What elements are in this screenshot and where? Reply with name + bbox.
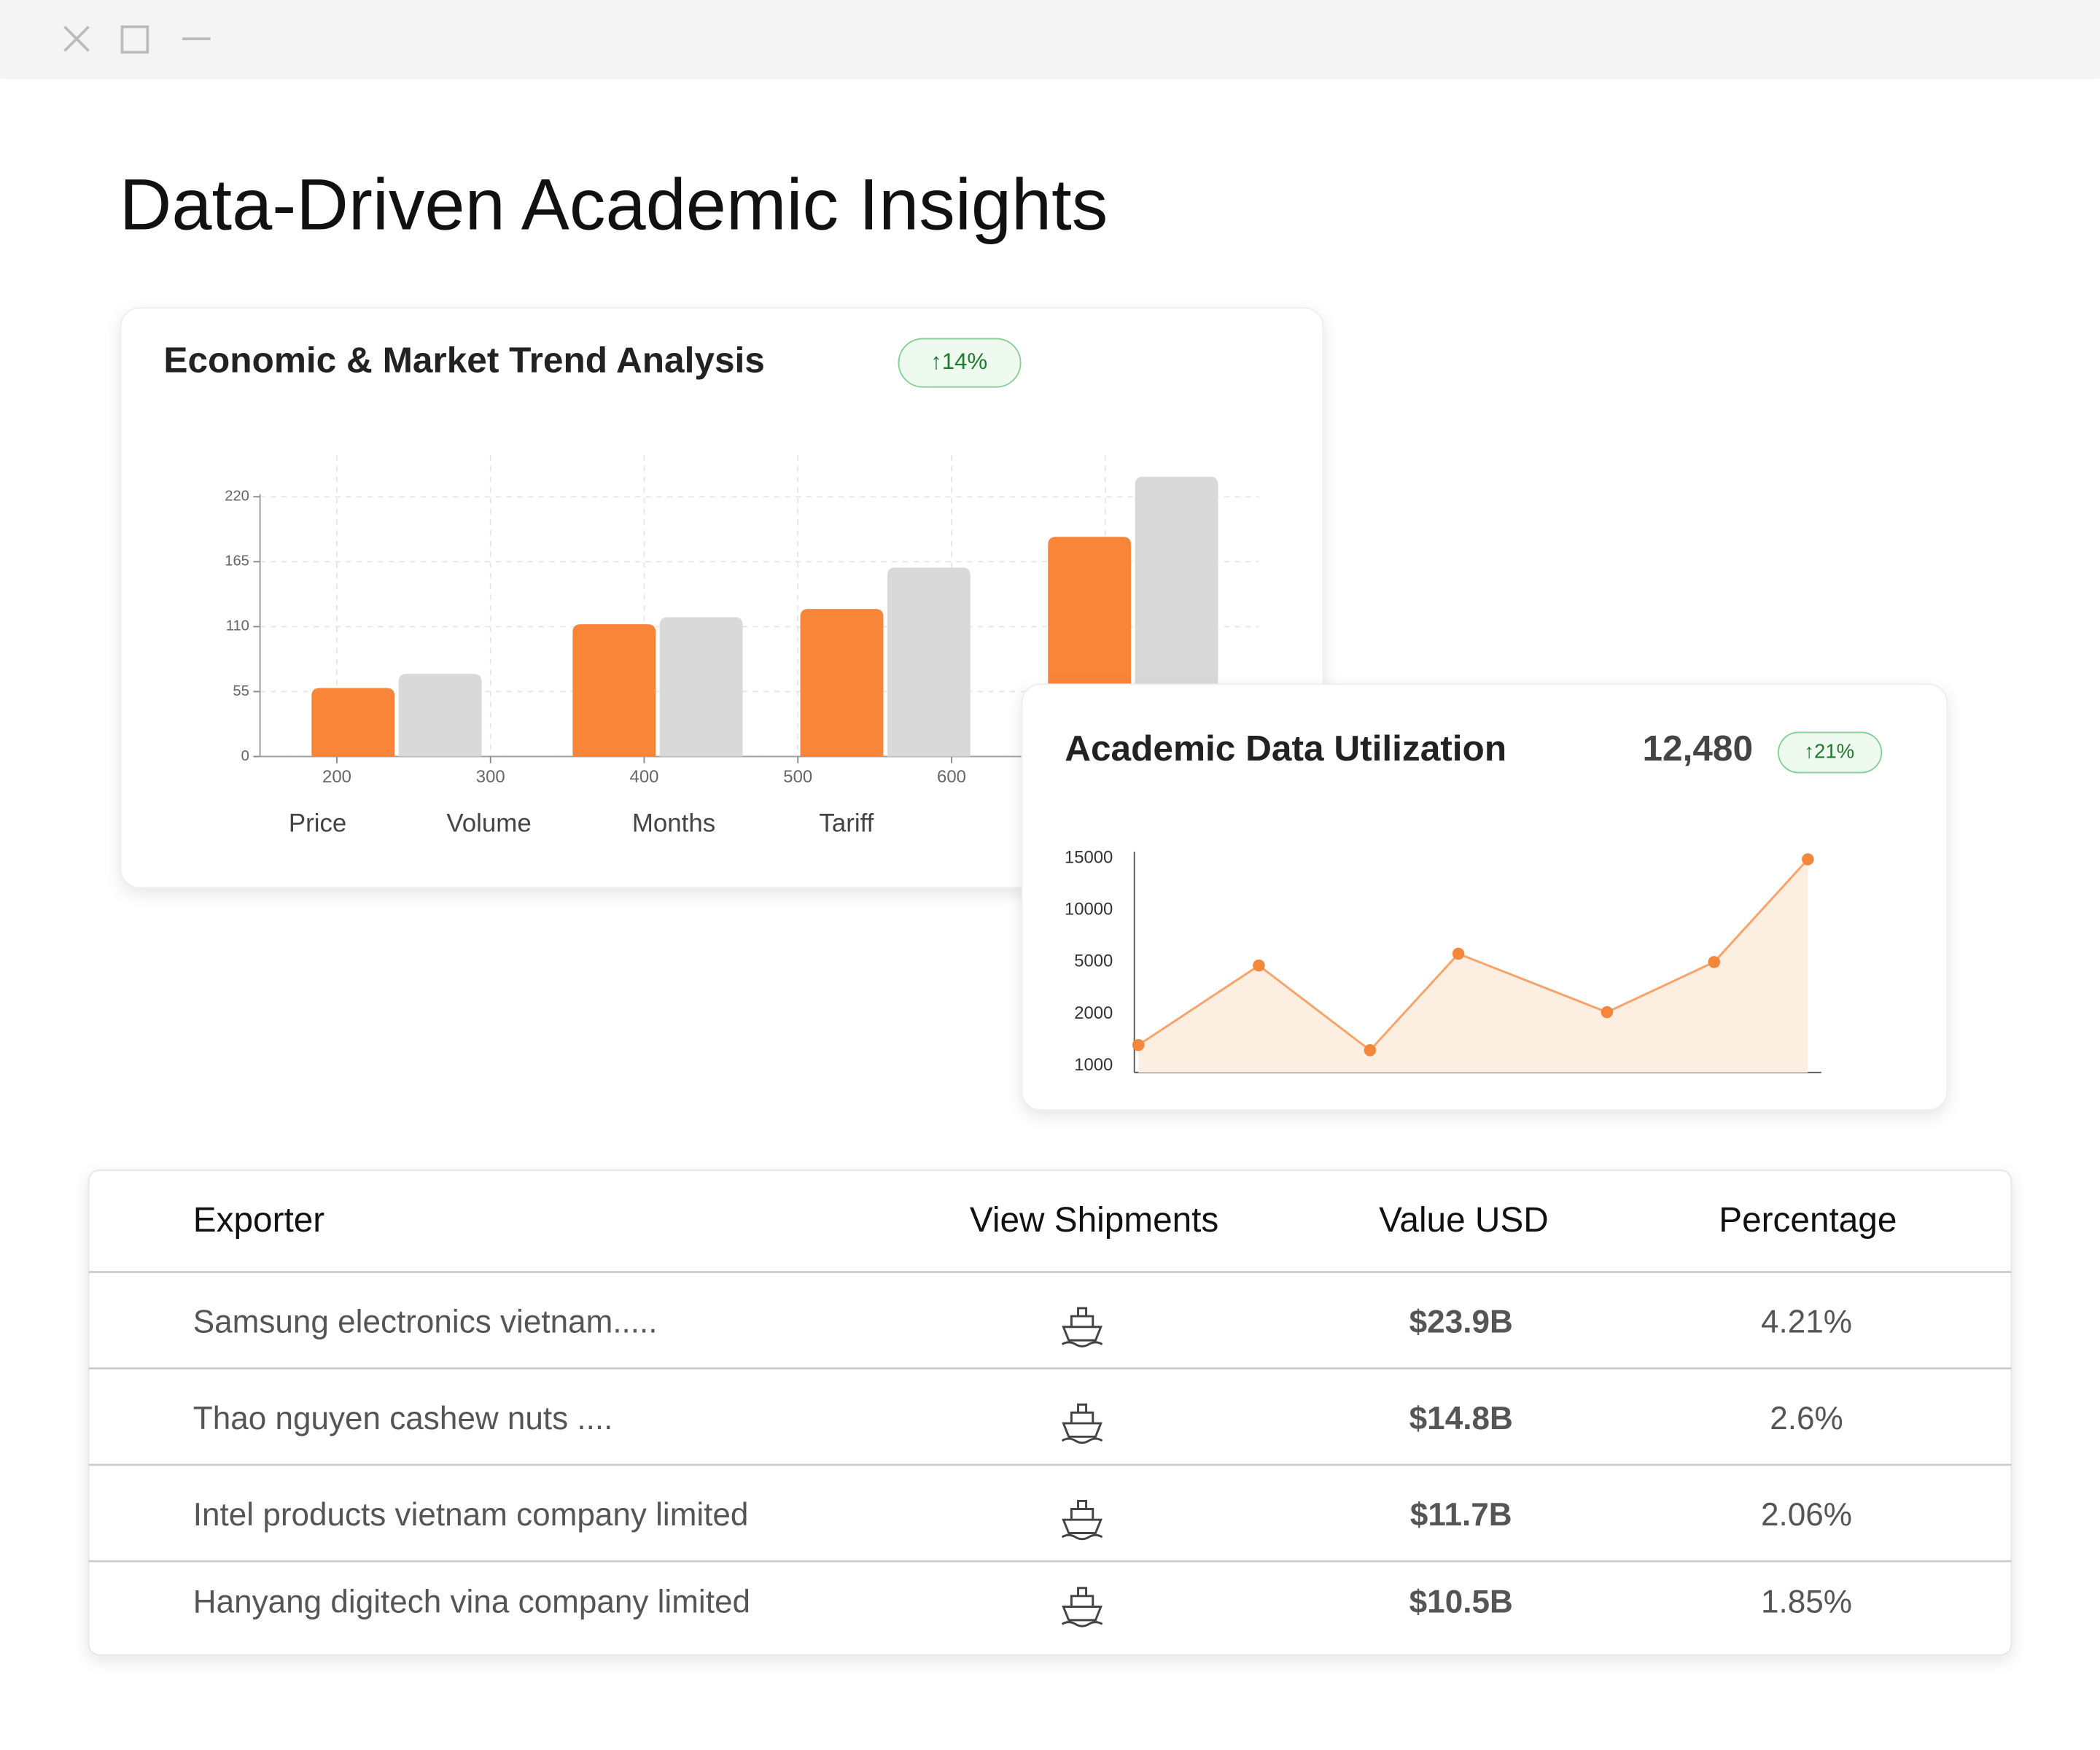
bar — [572, 624, 656, 757]
column-header: Percentage — [1719, 1201, 1897, 1240]
close-button[interactable] — [63, 26, 90, 52]
page-title: Data-Driven Academic Insights — [120, 164, 1108, 245]
y-tick-label: 220 — [225, 489, 249, 505]
ship-icon[interactable] — [1061, 1403, 1103, 1444]
card-title: Economic & Market Trend Analysis — [163, 340, 764, 381]
exporter-name: Samsung electronics vietnam..... — [193, 1304, 658, 1340]
exporter-name: Thao nguyen cashew nuts .... — [193, 1401, 613, 1436]
y-tick-label: 1000 — [1074, 1055, 1113, 1075]
ship-hull — [1061, 1499, 1103, 1541]
x-tick-label: 600 — [937, 767, 966, 787]
y-tick-label: 110 — [226, 618, 249, 634]
y-tick-label: 165 — [225, 553, 249, 569]
badge — [1778, 731, 1883, 774]
badge-text: ↑14% — [930, 349, 987, 374]
ship-hull — [1061, 1403, 1103, 1444]
line-card: Academic Data Utilization 12,480 ↑21% 10… — [1021, 683, 1948, 1111]
category-label: Months — [632, 809, 715, 837]
y-tick-label: 15000 — [1065, 847, 1113, 867]
x-tick-label: 500 — [783, 767, 812, 787]
point — [1132, 1038, 1145, 1051]
column-header: View Shipments — [970, 1201, 1218, 1240]
x-tick-label: 400 — [630, 767, 659, 787]
y-tick-label: 55 — [233, 683, 249, 699]
ship-icon[interactable] — [1061, 1499, 1103, 1541]
value-usd: $14.8B — [1409, 1401, 1513, 1436]
badge — [898, 338, 1022, 388]
bar — [659, 617, 743, 757]
x-tick-label: 200 — [322, 767, 351, 787]
y-tick-label: 0 — [241, 748, 249, 764]
category-label: Volume — [446, 809, 531, 837]
point — [1452, 947, 1465, 960]
title-bar — [0, 0, 2100, 79]
exporter-name: Intel products vietnam company limited — [193, 1497, 749, 1533]
exporter-name: Hanyang digitech vina company limited — [193, 1584, 750, 1619]
y-tick-label: 10000 — [1065, 900, 1113, 919]
point — [1601, 1006, 1614, 1019]
maximize-button[interactable] — [120, 25, 149, 54]
x-tick-label: 300 — [476, 767, 505, 787]
table-card — [88, 1169, 2012, 1656]
area — [1138, 859, 1808, 1073]
category-label: Price — [289, 809, 346, 837]
ship-icon[interactable] — [1061, 1307, 1103, 1348]
column-header: Exporter — [193, 1201, 325, 1240]
badge-text: ↑21% — [1804, 739, 1854, 762]
ship-icon[interactable] — [1061, 1587, 1103, 1628]
ship-hull — [1061, 1307, 1103, 1348]
y-tick-label: 5000 — [1074, 952, 1113, 971]
percentage: 2.06% — [1761, 1497, 1852, 1533]
point — [1802, 853, 1814, 866]
point — [1708, 956, 1721, 968]
value-usd: $11.7B — [1410, 1497, 1512, 1533]
category-label: Tariff — [819, 809, 874, 837]
y-tick-label: 2000 — [1074, 1003, 1113, 1023]
point — [1253, 959, 1265, 972]
ship-hull — [1061, 1587, 1103, 1628]
column-header: Value USD — [1379, 1201, 1549, 1240]
table: Exporter View Shipments Value USD Percentag… — [88, 1169, 2012, 1656]
headline-value: 12,480 — [1642, 728, 1753, 769]
card-title: Academic Data Utilization — [1065, 728, 1506, 769]
point — [1364, 1044, 1377, 1057]
percentage: 4.21% — [1761, 1304, 1852, 1340]
bar — [398, 674, 482, 757]
value-usd: $10.5B — [1409, 1584, 1513, 1619]
bar — [800, 609, 884, 757]
bar — [311, 688, 395, 757]
bar — [887, 567, 971, 757]
value-usd: $23.9B — [1409, 1304, 1513, 1340]
percentage: 2.6% — [1770, 1401, 1843, 1436]
percentage: 1.85% — [1761, 1584, 1852, 1619]
